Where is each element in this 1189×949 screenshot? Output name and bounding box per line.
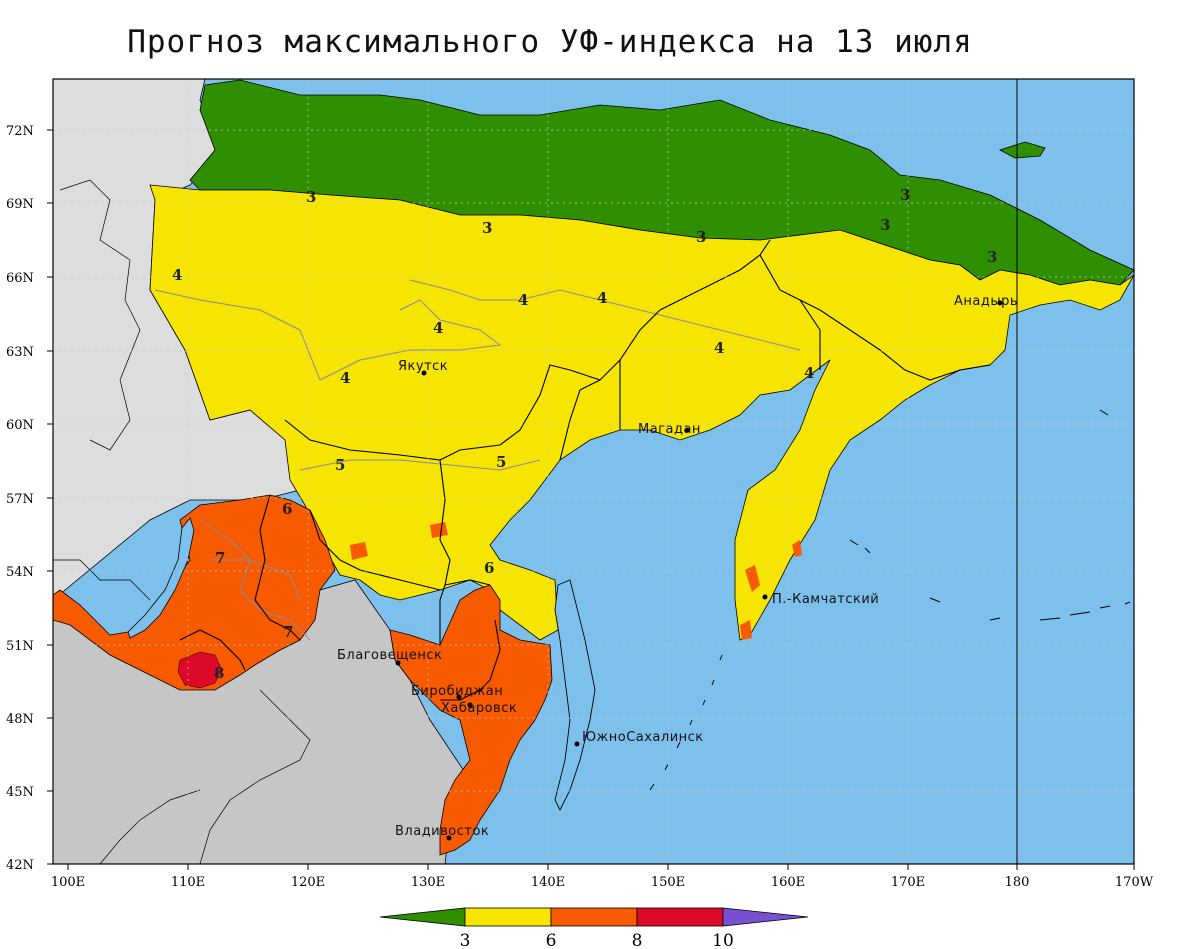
lat-label: 54N xyxy=(6,565,34,580)
contour-label: 7 xyxy=(215,549,225,567)
lat-label: 51N xyxy=(6,639,34,654)
contour-label: 3 xyxy=(696,228,706,246)
lon-label: 180 xyxy=(1005,875,1030,890)
city-label-yuzhno-sakhalinsk: ЮжноСахалинск xyxy=(582,730,704,745)
city-marker xyxy=(395,660,401,666)
lon-axis: 100E 110E 120E 130E 140E 150E 160E 170E … xyxy=(51,864,1154,890)
region-uv-3-6 xyxy=(149,184,1134,641)
contour-label: 4 xyxy=(172,266,182,284)
city-markers xyxy=(395,300,1003,841)
uv-contours xyxy=(154,279,801,641)
city-labels: Якутск Магадан Анадырь П.-Камчатский Бла… xyxy=(337,294,1018,839)
city-marker xyxy=(997,300,1003,306)
contour-label: 6 xyxy=(282,500,292,518)
contour-labels: 3 3 3 3 3 3 4 4 4 4 4 4 4 5 5 6 6 7 7 8 xyxy=(172,186,997,682)
region-uv-8-10 xyxy=(177,651,223,689)
colorbar xyxy=(379,907,809,927)
lon-label: 170W xyxy=(1115,875,1154,890)
sakhalin-island xyxy=(554,579,596,812)
lon-label: 170E xyxy=(891,875,925,890)
contour-label: 4 xyxy=(340,369,350,387)
contour-label: 8 xyxy=(214,664,224,682)
city-marker xyxy=(456,694,462,700)
city-marker xyxy=(446,835,452,841)
lon-label: 100E xyxy=(51,875,85,890)
lat-axis: 72N 69N 66N 63N 60N 57N 54N 51N 48N 45N … xyxy=(6,124,53,873)
lake-baikal xyxy=(127,517,195,639)
lat-label: 66N xyxy=(6,271,34,286)
wrangel-island xyxy=(998,141,1046,159)
city-label-petropavlovsk: П.-Камчатский xyxy=(772,592,879,607)
colorbar-segment-uv-0-3 xyxy=(379,907,466,927)
colorbar-label: 3 xyxy=(460,931,471,949)
contour-label: 4 xyxy=(714,339,724,357)
city-label-anadyr: Анадырь xyxy=(954,294,1018,309)
city-label-blagoveshchensk: Благовещенск xyxy=(337,648,442,663)
admin-borders xyxy=(179,239,991,701)
contour-label: 3 xyxy=(987,248,997,266)
contour-label: 4 xyxy=(518,291,528,309)
aleutian-islands xyxy=(849,409,1131,621)
lon-label: 110E xyxy=(171,875,205,890)
city-label-vladivostok: Владивосток xyxy=(395,824,489,839)
contour-label: 3 xyxy=(482,219,492,237)
lat-label: 63N xyxy=(6,345,34,360)
colorbar-segment-uv-3-6 xyxy=(464,907,552,927)
contour-label: 6 xyxy=(484,559,494,577)
lon-label: 150E xyxy=(651,875,685,890)
lat-label: 72N xyxy=(6,124,34,139)
contour-label: 5 xyxy=(335,456,345,474)
lat-label: 48N xyxy=(6,712,34,727)
colorbar-label: 10 xyxy=(712,931,734,949)
lat-label: 42N xyxy=(6,858,34,873)
colorbar-label: 8 xyxy=(632,931,643,949)
country-borders xyxy=(53,179,311,864)
kuril-islands xyxy=(649,654,723,791)
city-marker xyxy=(684,427,690,433)
colorbar-labels: 3 6 8 10 xyxy=(460,931,734,949)
contour-label: 3 xyxy=(880,216,890,234)
lon-label: 130E xyxy=(411,875,445,890)
city-marker xyxy=(421,370,427,376)
lon-label: 120E xyxy=(291,875,325,890)
lat-label: 60N xyxy=(6,418,34,433)
city-label-khabarovsk: Хабаровск xyxy=(441,701,517,716)
map-title: Прогноз максимального УФ-индекса на 13 и… xyxy=(127,24,973,60)
contour-label: 4 xyxy=(433,319,443,337)
contour-label: 5 xyxy=(496,453,506,471)
lat-label: 57N xyxy=(6,492,34,507)
colorbar-segment-uv-10-plus xyxy=(722,907,809,927)
contour-label: 3 xyxy=(900,186,910,204)
city-label-yakutsk: Якутск xyxy=(398,359,448,374)
lon-label: 160E xyxy=(771,875,805,890)
colorbar-label: 6 xyxy=(546,931,557,949)
contour-label: 3 xyxy=(306,188,316,206)
map-body: 3 3 3 3 3 3 4 4 4 4 4 4 4 5 5 6 6 7 7 8 xyxy=(53,79,1134,864)
lat-label: 45N xyxy=(6,785,34,800)
contour-label: 4 xyxy=(804,364,814,382)
colorbar-segment-uv-8-10 xyxy=(636,907,724,927)
graticule xyxy=(53,79,1134,864)
lat-label: 69N xyxy=(6,197,34,212)
contour-label: 4 xyxy=(597,289,607,307)
city-label-magadan: Магадан xyxy=(638,422,701,437)
lon-label: 140E xyxy=(531,875,565,890)
map-frame xyxy=(52,78,1135,865)
city-label-birobidzhan: Биробиджан xyxy=(411,684,503,699)
colorbar-segment-uv-6-8 xyxy=(550,907,638,927)
contour-label: 7 xyxy=(283,623,293,641)
city-marker xyxy=(574,741,580,747)
city-marker xyxy=(467,702,473,708)
city-marker xyxy=(762,594,768,600)
